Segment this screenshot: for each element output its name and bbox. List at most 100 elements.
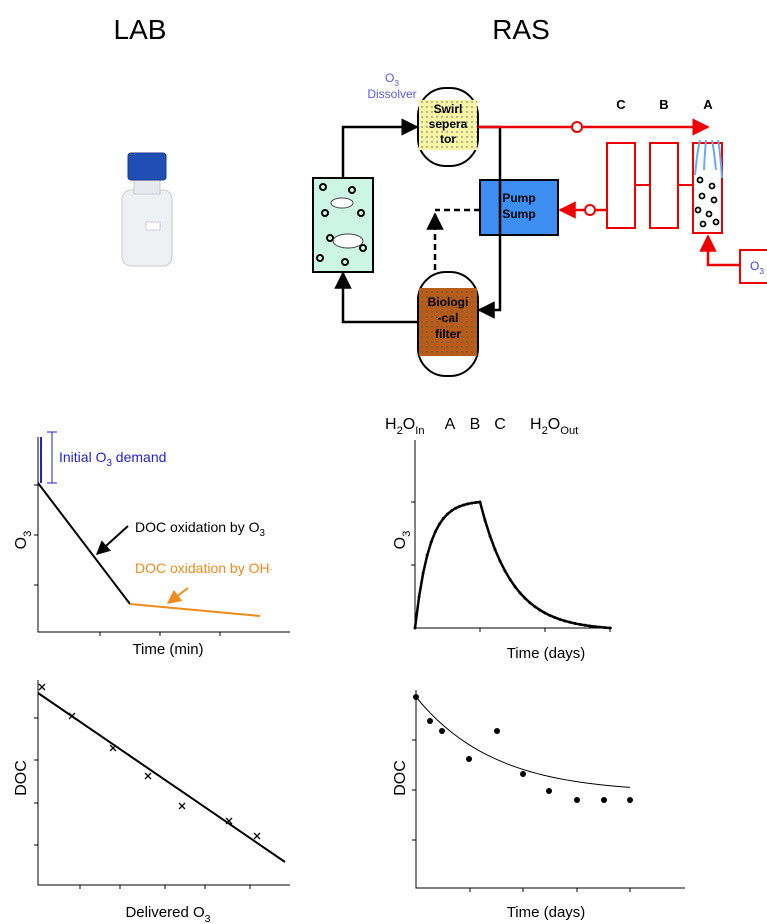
curve-dot: [441, 516, 445, 520]
curve-dot: [417, 595, 421, 599]
bubble: [698, 192, 706, 200]
x-axis-label: Delivered O3: [125, 904, 210, 924]
curve-dot: [593, 625, 597, 629]
annotation-part: DOC oxidation by OH: [135, 560, 270, 576]
bubble: [712, 218, 720, 226]
data-dot: [413, 694, 419, 700]
curve-dot: [446, 512, 449, 516]
bubble: [694, 206, 702, 214]
ras-title: RAS: [492, 14, 550, 45]
curve-dot: [578, 622, 582, 626]
column-label: B: [659, 97, 668, 112]
ozone-decay: [37, 482, 131, 605]
pump-label-part: Pump: [502, 191, 535, 205]
dissolver-label-part: 3: [394, 78, 399, 88]
stage-label-part: In: [415, 425, 424, 437]
filter-label-part: filter: [435, 327, 461, 341]
column-label-part: B: [659, 97, 668, 112]
bubble: [696, 176, 704, 184]
bottle-label: [145, 221, 161, 231]
data-cross: [178, 802, 186, 810]
annotation-part: ·: [270, 564, 273, 575]
y-axis-label: O3: [13, 531, 34, 550]
stage-label-part: A: [445, 416, 456, 433]
axis: [37, 680, 290, 886]
curve-dot: [563, 619, 567, 623]
curve-dot: [498, 559, 502, 563]
curve-dot: [543, 611, 547, 615]
separator-label-part: Swirl: [434, 102, 463, 116]
data-cross: [253, 832, 261, 840]
column: [649, 142, 679, 229]
data-cross: [38, 683, 46, 691]
separator-dots: [419, 100, 477, 150]
valve: [584, 204, 596, 216]
ozone-box-label-part: O: [750, 259, 759, 273]
fish: [330, 197, 354, 209]
curve-dot: [528, 601, 532, 605]
annotation-arrow: [95, 525, 129, 555]
separator-label: sepera: [429, 117, 468, 131]
stage-label-part: O: [403, 416, 415, 433]
stage-label-part: 2: [397, 425, 403, 437]
curve-dot: [573, 621, 577, 625]
trend-line: [37, 692, 286, 863]
pump-label-part: Sump: [502, 207, 535, 221]
curve-dot: [433, 530, 437, 534]
water-spray: [703, 139, 707, 171]
pump-label: Pump: [502, 191, 535, 205]
curve-dot: [558, 617, 562, 621]
curve-dot: [425, 553, 429, 557]
curve-dot: [508, 577, 512, 581]
data-dot: [494, 728, 500, 734]
stage-label-part: C: [494, 416, 506, 433]
bubble: [710, 196, 718, 204]
curve-dot: [437, 522, 441, 526]
y-axis-label-part: O: [392, 537, 409, 549]
annotation: DOC oxidation by OH·: [135, 560, 273, 576]
bubble: [319, 183, 327, 191]
stage-label-part: H: [530, 416, 542, 433]
curve-dot: [466, 502, 470, 506]
bubble: [705, 210, 713, 218]
y-axis-label-part: DOC: [13, 760, 30, 796]
curve-dot: [474, 500, 478, 504]
filter-label: -cal: [438, 311, 459, 325]
bubble: [708, 182, 716, 190]
curve-dot: [458, 504, 462, 508]
lab-title-part: LAB: [114, 14, 167, 45]
filter-dots: [419, 288, 477, 356]
filter-label-part: -cal: [438, 311, 459, 325]
ozone-box-label: O3: [750, 259, 764, 276]
ozone-box-label-part: 3: [759, 266, 764, 276]
x-axis-label: Time (days): [507, 645, 586, 662]
stage-label: H2OIn: [385, 416, 425, 437]
annotation: DOC oxidation by O3: [135, 519, 266, 539]
separator-label: tor: [440, 132, 456, 146]
dissolver-label: O3: [385, 71, 399, 88]
annotation-arrow: [166, 587, 189, 604]
curve-dot: [553, 616, 557, 620]
curve-dot: [421, 571, 425, 575]
curve-dot: [493, 547, 497, 551]
axis: [37, 437, 290, 633]
ozone-line: [699, 234, 740, 267]
data-dot: [574, 797, 580, 803]
separator-label-part: sepera: [429, 117, 468, 131]
curve-dot: [413, 626, 417, 630]
x-axis-label: Time (min): [132, 641, 203, 658]
stage-label-part: O: [548, 416, 560, 433]
column-label: C: [616, 97, 626, 112]
curve-dot: [429, 540, 433, 544]
curve-dot: [513, 585, 517, 589]
curve-dot: [608, 626, 612, 630]
water-spray: [711, 139, 717, 171]
bubble: [348, 186, 356, 194]
curve-dot: [488, 534, 492, 538]
column: [606, 142, 636, 229]
data-dot: [466, 756, 472, 762]
bubble: [359, 244, 367, 252]
water-spray: [694, 139, 701, 176]
